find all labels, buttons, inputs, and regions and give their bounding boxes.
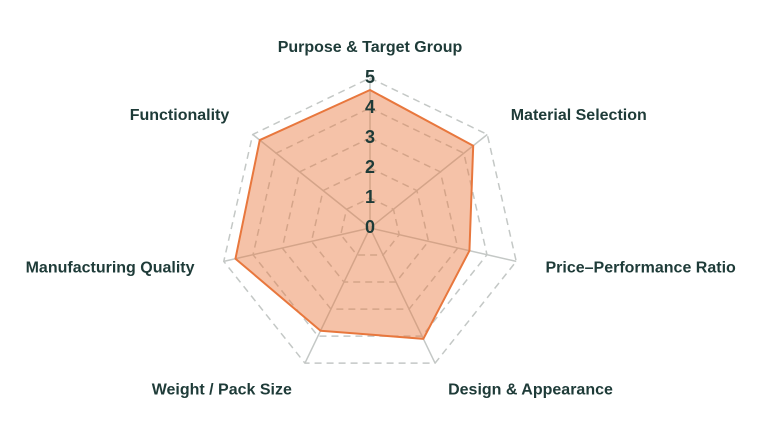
r-tick-label: 2	[365, 157, 375, 177]
grid-ring	[310, 167, 430, 283]
grid-ring	[252, 107, 488, 337]
axis-label: Functionality	[130, 107, 230, 124]
axis-label: Design & Appearance	[448, 381, 613, 398]
r-tick-label: 4	[365, 97, 375, 117]
axis-label: Purpose & Target Group	[278, 39, 463, 56]
data-area	[234, 89, 475, 340]
spoke	[369, 133, 488, 229]
spoke	[369, 227, 517, 263]
r-tick-label: 5	[365, 67, 375, 87]
spoke	[252, 133, 371, 229]
spoke	[223, 227, 371, 263]
axis-label: Manufacturing Quality	[26, 259, 195, 276]
r-tick-label: 0	[365, 217, 375, 237]
r-tick-label: 3	[365, 127, 375, 147]
spoke	[304, 227, 371, 364]
r-tick-label: 1	[365, 187, 375, 207]
spoke	[369, 227, 436, 364]
axis-label: Weight / Pack Size	[152, 381, 292, 398]
axis-label: Material Selection	[511, 107, 647, 124]
grid-ring	[339, 197, 401, 256]
grid-ring	[222, 77, 518, 364]
axis-label: Price–Performance Ratio	[545, 259, 736, 276]
